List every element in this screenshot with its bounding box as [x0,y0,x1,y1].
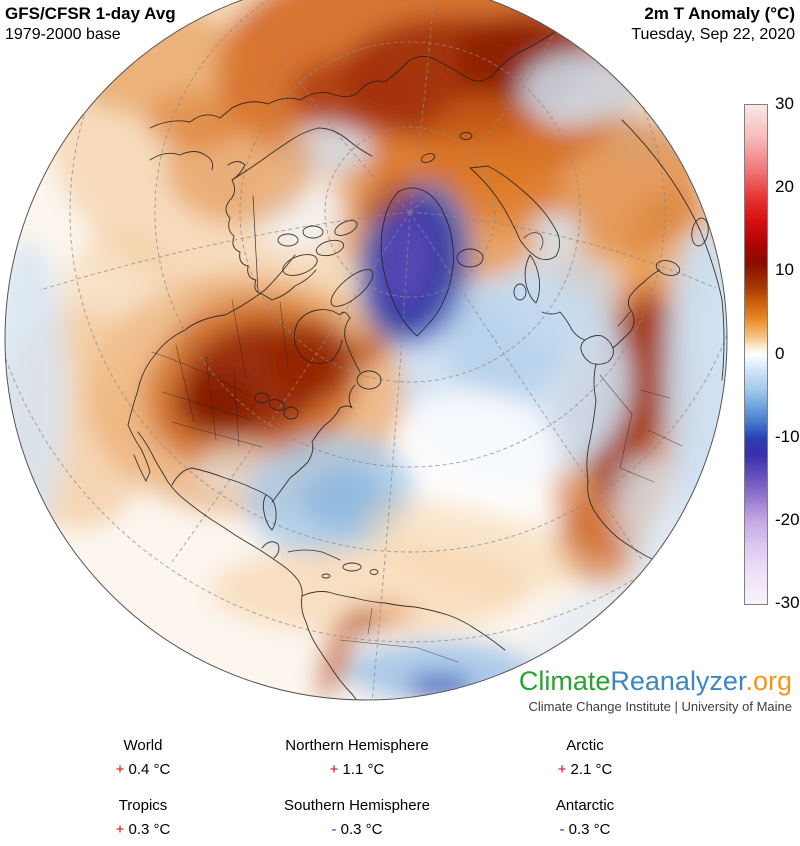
header-right: 2m T Anomaly (°C) Tuesday, Sep 22, 2020 [631,3,795,45]
colorbar-tick: -30 [775,593,800,612]
stat-sign: + [329,761,339,778]
colorbar-tick: -20 [775,510,800,529]
colorbar-tick: 30 [775,94,794,113]
anomaly-field [5,0,727,700]
colorbar: 30 20 10 0 -10 -20 -30 [744,94,800,612]
stat-label: Arctic [566,737,604,754]
stat-arctic: Arctic + 2.1 °C [465,737,705,778]
stat-value: + 1.1 °C [237,761,477,778]
stat-value: + 0.4 °C [23,761,263,778]
stat-number: 0.3 °C [128,821,171,838]
stat-value: + 0.3 °C [23,821,263,838]
stat-southern-hemisphere: Southern Hemisphere - 0.3 °C [237,797,477,838]
logo-climate: Climate [518,666,611,696]
colorbar-tick: 20 [775,177,794,196]
logo-org: .org [745,666,792,696]
colorbar-tick: -10 [775,427,800,446]
stat-number: 2.1 °C [570,761,613,778]
stat-label: World [123,737,163,754]
stat-number: 0.4 °C [128,761,171,778]
stat-sign: - [331,821,337,838]
stat-sign: + [557,761,567,778]
stat-sign: - [559,821,565,838]
globe-outline [4,0,728,701]
stat-antarctic: Antarctic - 0.3 °C [465,797,705,838]
logo-reanalyzer: Reanalyzer [610,666,746,696]
graticule [5,0,727,700]
stat-northern-hemisphere: Northern Hemisphere + 1.1 °C [237,737,477,778]
header-left: GFS/CFSR 1-day Avg 1979-2000 base [5,3,176,45]
stat-sign: + [115,821,125,838]
date-subtitle: Tuesday, Sep 22, 2020 [631,26,795,43]
colorbar-tick: 10 [775,260,794,279]
branding-block: ClimateReanalyzer.org Climate Change Ins… [519,666,792,714]
stat-label: Southern Hemisphere [284,797,430,814]
stat-label: Northern Hemisphere [285,737,429,754]
stat-tropics: Tropics + 0.3 °C [23,797,263,838]
dataset-title: GFS/CFSR 1-day Avg [5,4,176,23]
stat-value: - 0.3 °C [237,821,477,838]
stat-number: 1.1 °C [342,761,385,778]
variable-title: 2m T Anomaly (°C) [644,4,795,23]
coastlines [127,17,725,700]
site-logo[interactable]: ClimateReanalyzer.org [519,666,792,696]
stat-number: 0.3 °C [568,821,611,838]
colorbar-tick: 0 [775,344,785,363]
institute-tagline: Climate Change Institute | University of… [528,699,793,714]
stat-label: Antarctic [555,797,615,814]
stat-value: - 0.3 °C [465,821,705,838]
baseline-subtitle: 1979-2000 base [5,26,121,43]
stat-world: World + 0.4 °C [23,737,263,778]
stat-value: + 2.1 °C [465,761,705,778]
stat-label: Tropics [118,797,168,814]
stat-sign: + [115,761,125,778]
stat-number: 0.3 °C [340,821,383,838]
colorbar-gradient [744,104,768,605]
